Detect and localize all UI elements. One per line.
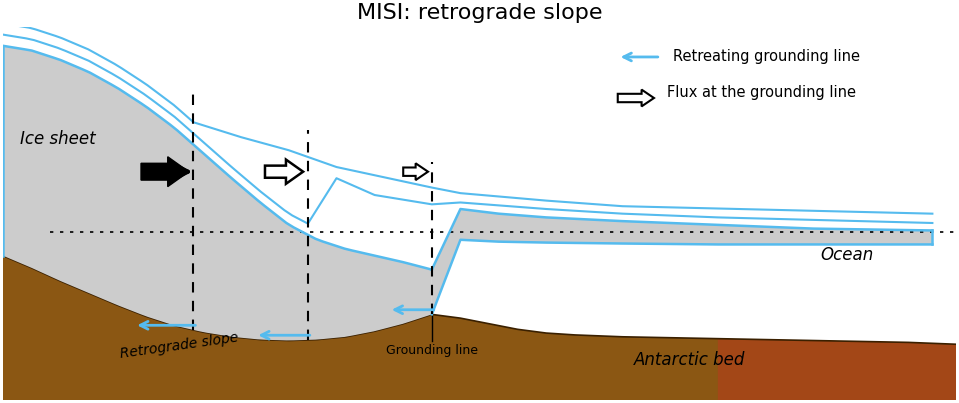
Text: Ice sheet: Ice sheet [20,130,96,148]
Text: Flux at the grounding line: Flux at the grounding line [667,85,856,100]
Polygon shape [3,46,432,341]
FancyArrow shape [141,157,189,187]
Text: Retreating grounding line: Retreating grounding line [673,50,860,64]
Text: Grounding line: Grounding line [386,344,478,357]
Text: Retrograde slope: Retrograde slope [119,331,239,361]
Polygon shape [432,209,932,314]
FancyArrow shape [403,163,428,180]
FancyArrow shape [618,89,654,106]
FancyArrow shape [265,160,303,184]
Title: MISI: retrograde slope: MISI: retrograde slope [357,3,602,23]
Text: Ocean: Ocean [820,246,874,264]
Polygon shape [3,256,956,400]
Polygon shape [718,339,956,400]
Text: Antarctic bed: Antarctic bed [634,351,745,369]
